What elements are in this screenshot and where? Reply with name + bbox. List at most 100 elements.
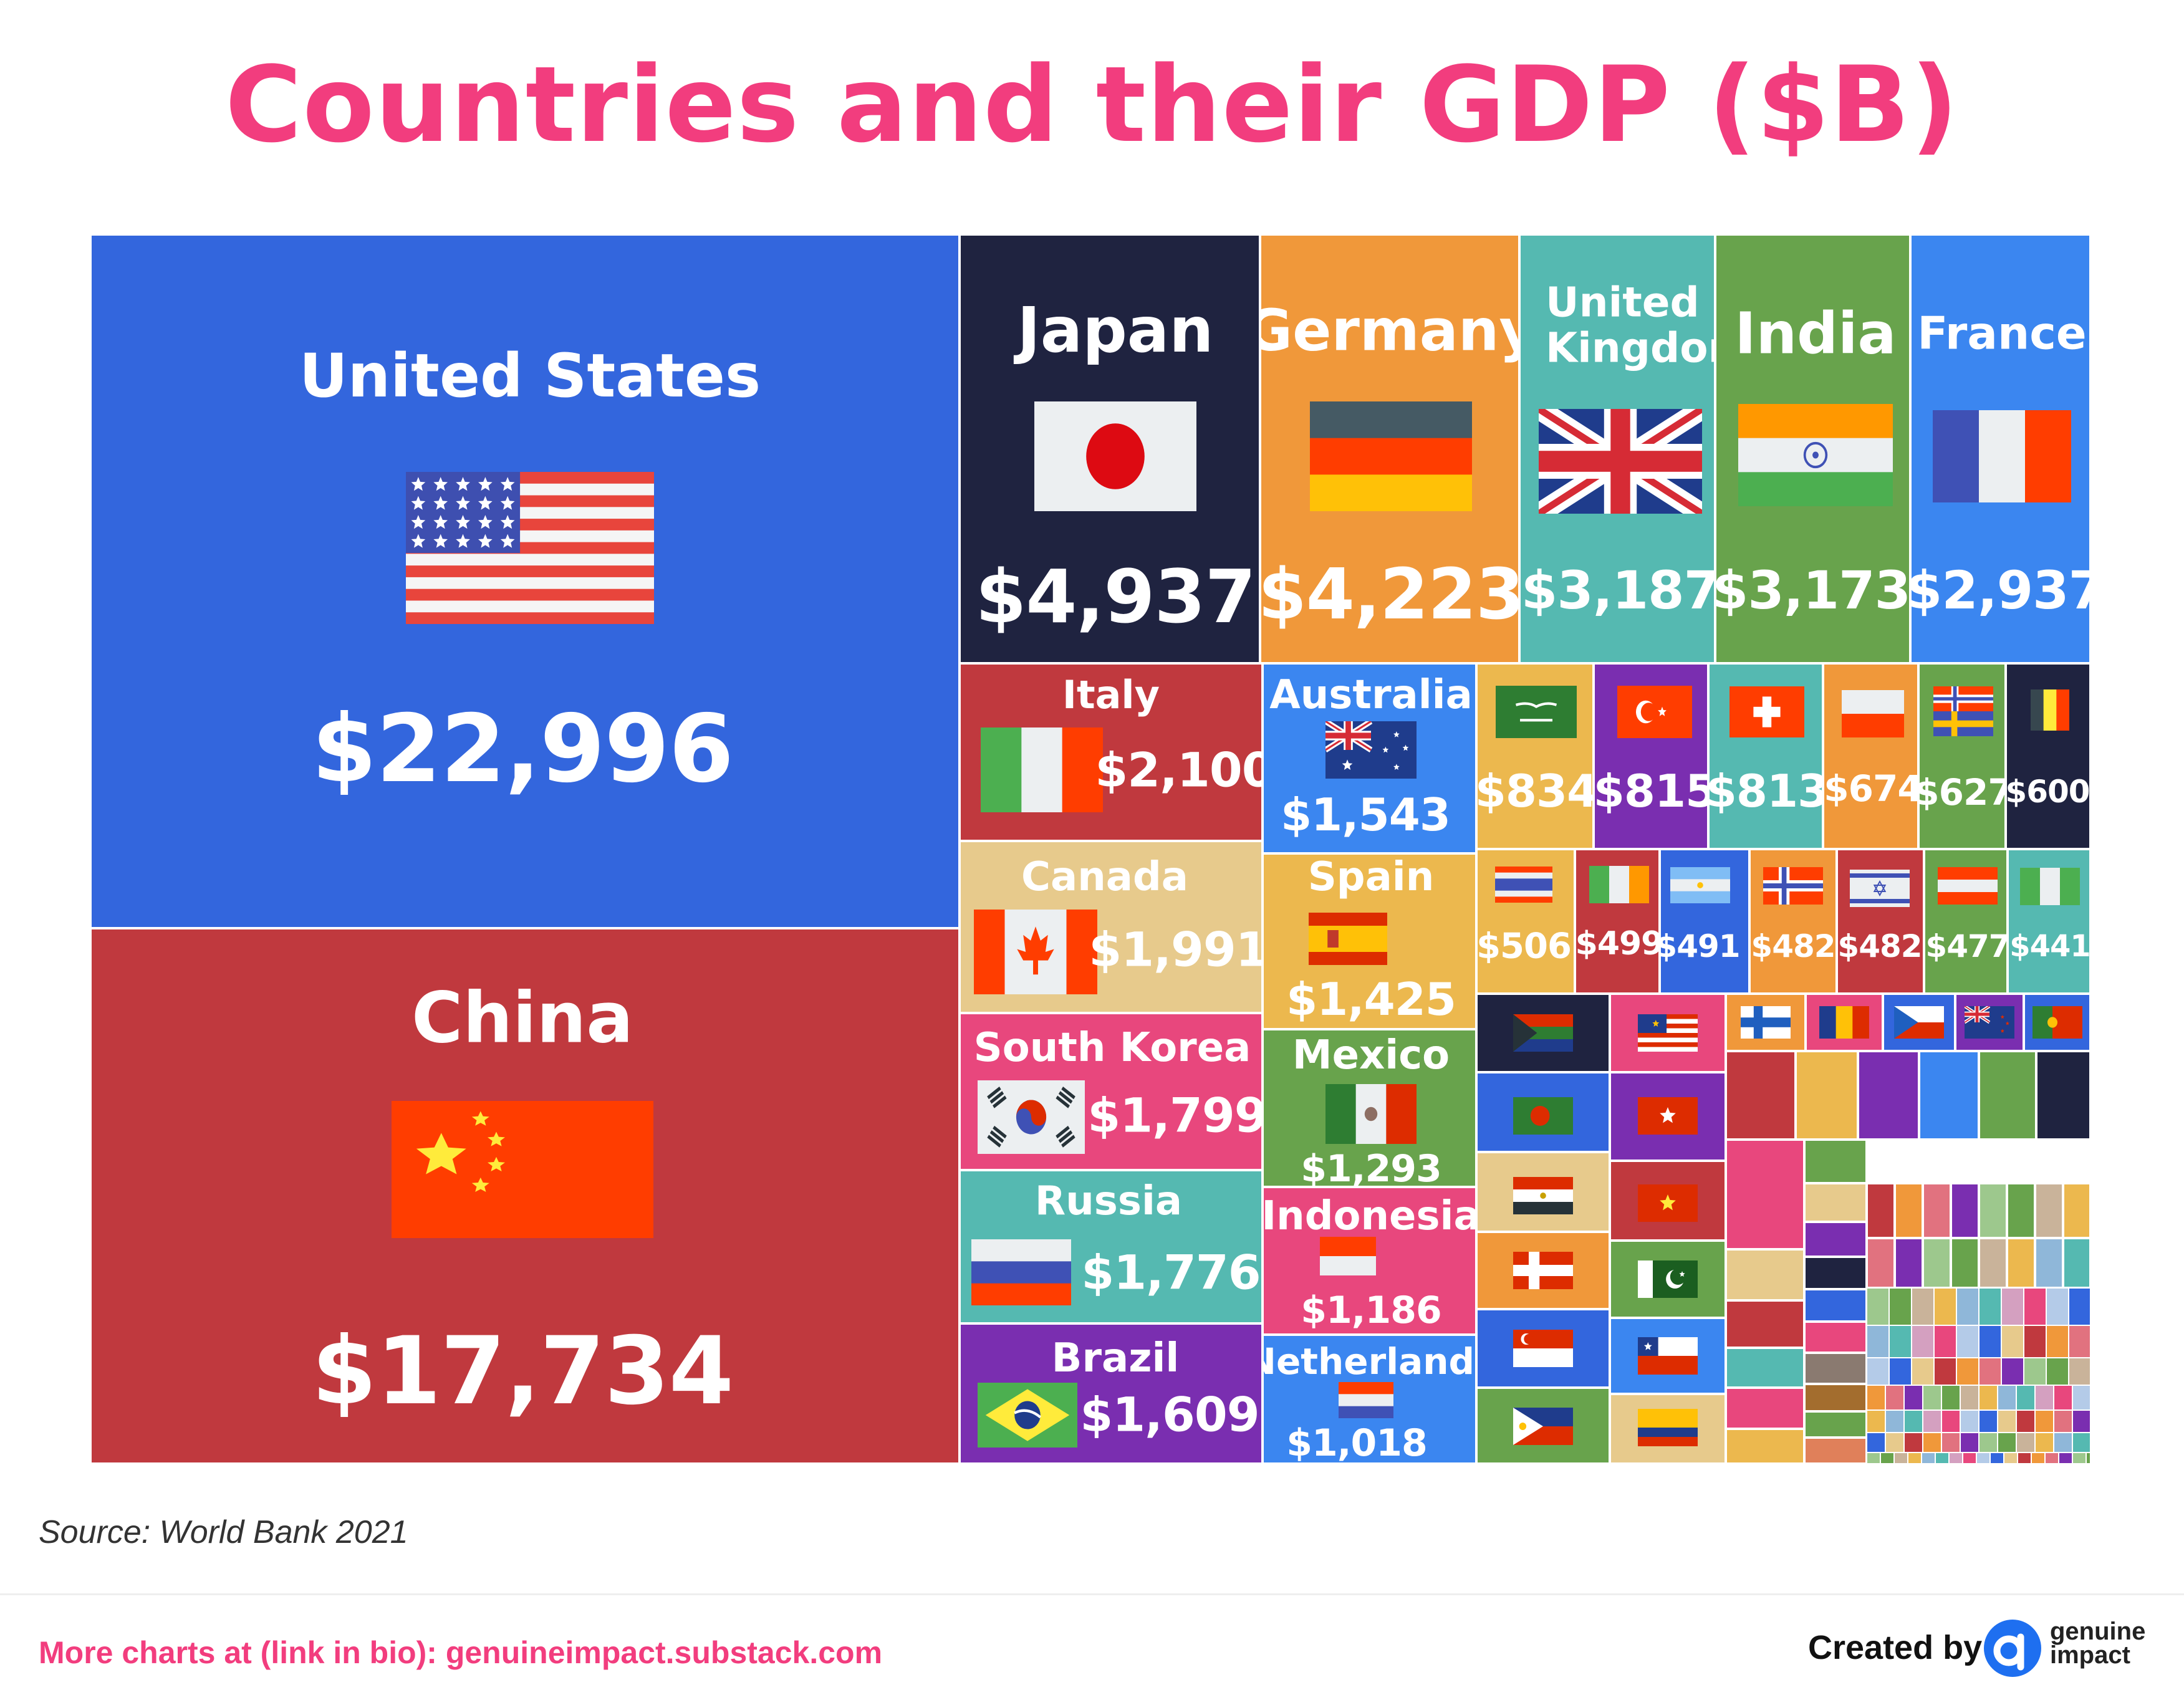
tiny-country-tile [1951,1183,1979,1238]
country-name-label: Canada [1021,853,1188,900]
country-name-label: United Kingdom [1546,278,1714,372]
egypt-flag-icon [1513,1177,1573,1214]
gdp-value-label: $482 [1751,928,1835,964]
bangladesh-flag-icon [1513,1097,1573,1135]
small-country-tile [1610,1318,1726,1394]
tiny-country-tile [1941,1433,1960,1453]
gdp-value-label: $1,543 [1281,789,1451,841]
tiny-country-tile [1979,1325,2001,1358]
tiny-country-tile [2016,1433,2035,1453]
tiny-country-tile [1956,1358,1979,1385]
south-korea-flag-icon [978,1080,1085,1154]
tiny-country-tile [1912,1325,1934,1358]
country-tile-turkey: $815 [1594,663,1708,849]
tiny-country-tile [1935,1453,1949,1464]
logo-wordmark: genuine impact [2050,1618,2146,1669]
tiny-country-tile [2059,1453,2072,1464]
small-country-tile [1726,1388,1804,1429]
gdp-value-label: $1,293 [1301,1147,1442,1187]
colombia-flag-icon [1638,1409,1698,1446]
tiny-country-tile [1998,1410,2016,1433]
small-country-tile [1804,1411,1867,1438]
country-tile-india: India $3,173 [1715,234,1910,663]
tiny-country-tile [2007,1183,2035,1238]
country-name-label: United States [299,341,761,411]
gdp-value-label: $834 [1476,765,1594,817]
gdp-value-label: $1,425 [1286,973,1456,1025]
thailand-flag-icon [1495,867,1552,903]
tiny-country-tile [2069,1288,2090,1325]
country-tile-brazil: Brazil $1,609 [960,1323,1263,1464]
tiny-country-tile [2001,1358,2024,1385]
gdp-value-label: $1,776 [1081,1244,1261,1300]
chart-title: Countries and their GDP ($B) [224,44,1960,166]
tiny-country-tile [1990,1453,2004,1464]
tiny-country-tile [1867,1238,1895,1288]
treemap-chart: United States $22,996 China $17,734 Japan $4,… [90,234,2090,1464]
tiny-country-tile [1923,1385,1941,1410]
tiny-country-tile [1998,1385,2016,1410]
country-tile-saudi-arabia: $834 [1476,663,1594,849]
gdp-value-label: $815 [1594,765,1708,817]
vietnam-flag-icon [1638,1184,1698,1222]
country-name-label: Russia [1034,1178,1183,1224]
tiny-country-tile [1880,1453,1894,1464]
austria-flag-icon [1938,867,1998,905]
small-country-tile [1476,1072,1610,1152]
small-country-tile [1726,1140,1804,1249]
gdp-value-label: $2,937 [1910,560,2090,621]
tiny-country-tile [2016,1385,2035,1410]
small-country-tile [1804,1257,1867,1289]
tiny-country-tile [1908,1453,1922,1464]
small-country-tile [1979,1051,2036,1140]
country-name-label: Australia [1269,671,1473,718]
tiny-country-tile [1889,1288,1912,1325]
gdp-value-label: $674 [1824,767,1918,810]
source-note: Source: World Bank 2021 [39,1514,408,1550]
small-country-tile [1726,1348,1804,1388]
gdp-value-label: $1,186 [1301,1289,1442,1332]
new-zealand-flag-icon [1965,1006,2014,1039]
tiny-country-tile [2035,1238,2063,1288]
tiny-country-tile [1951,1238,1979,1288]
brazil-flag-icon [978,1383,1077,1448]
small-country-tile [1858,1051,1919,1140]
tiny-country-tile [1923,1433,1941,1453]
tiny-country-tile [1895,1238,1923,1288]
canada-flag-icon [974,910,1097,994]
tiny-country-tile [1885,1385,1904,1410]
country-tile-italy: Italy $2,100 [960,663,1263,841]
country-tile-united-states: United States $22,996 [90,234,960,928]
spain-flag-icon [1309,913,1387,965]
tiny-country-tile [1904,1385,1923,1410]
country-tile-china: China $17,734 [90,928,960,1464]
gdp-value-label: $17,734 [311,1317,734,1426]
tiny-country-tile [1923,1410,1941,1433]
russia-flag-icon [971,1239,1071,1305]
small-country-tile [1726,1429,1804,1464]
gdp-value-label: $3,173 [1715,560,1910,621]
country-name-label: Netherlands [1264,1340,1475,1383]
poland-flag-icon [1842,690,1904,737]
tiny-country-tile [1867,1385,1885,1410]
indonesia-flag-icon [1320,1237,1376,1275]
tiny-country-tile [1867,1325,1889,1358]
gdp-value-label: $2,100 [1095,742,1263,798]
gdp-value-label: $4,223 [1260,554,1519,635]
small-country-tile [2036,1051,2090,1140]
country-tile-germany: Germany $4,223 [1260,234,1519,663]
tiny-country-tile [2063,1238,2090,1288]
gdp-value-label: $499 [1575,925,1660,963]
tiny-country-tile [1923,1183,1951,1238]
country-tile-united-kingdom: United Kingdom $3,187 [1519,234,1715,663]
israel-flag-icon [1850,870,1910,907]
country-name-label: China [411,977,633,1059]
country-tile-poland: $674 [1823,663,1918,849]
tiny-country-tile [2001,1288,2024,1325]
footer-link[interactable]: More charts at (link in bio): genuineimp… [39,1635,883,1670]
tiny-country-tile [2069,1325,2090,1358]
small-country-tile [1726,1249,1804,1300]
country-name-label: Indonesia [1263,1193,1476,1239]
gdp-value-label: $4,937 [975,554,1256,640]
tiny-country-tile [1979,1385,1998,1410]
